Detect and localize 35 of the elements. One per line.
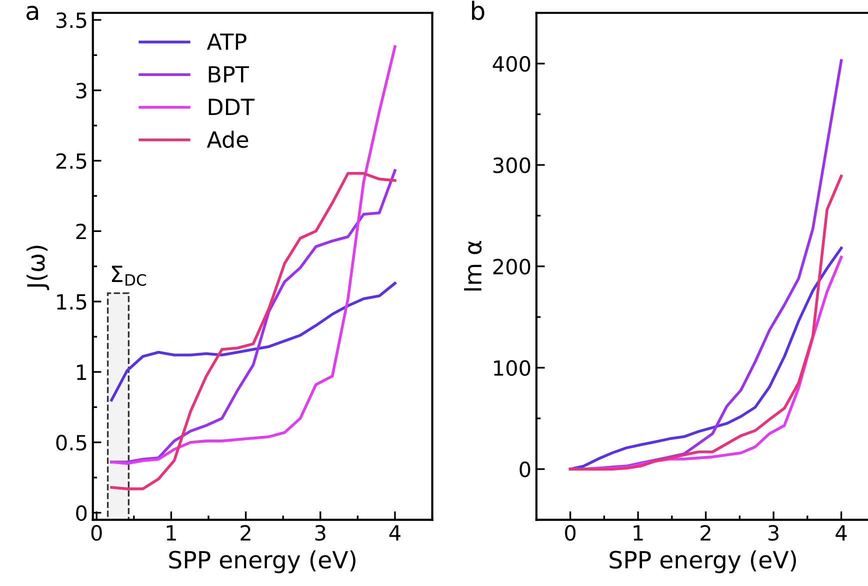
band-label: Σ$_{DC}$ [112, 266, 146, 286]
y-tick-label: 3.5 [56, 12, 86, 28]
x-tick-label: 1 [634, 525, 643, 540]
x-tick-label: 2 [240, 525, 250, 540]
legend-label: ATP [206, 34, 246, 50]
y-tick-label: 300 [493, 157, 530, 174]
x-tick-label: 4 [836, 525, 847, 540]
y-tick-label: 2 [76, 224, 86, 240]
y-axis-title: J(ω) [26, 246, 50, 290]
x-axis-title: SPP energy (eV) [169, 550, 356, 574]
y-tick-label: 0 [76, 505, 87, 521]
x-tick-label: 2 [700, 525, 710, 540]
y-tick-label: 100 [494, 360, 530, 376]
y-tick-label: 1 [77, 364, 86, 380]
x-tick-label: 1 [166, 525, 176, 540]
legend-label: Ade [206, 130, 248, 148]
y-tick-label: 1.5 [57, 294, 86, 310]
x-tick-label: 3 [768, 525, 778, 541]
y-tick-label: 0 [520, 462, 530, 478]
line-series [568, 174, 843, 470]
y-tick-label: 200 [493, 258, 530, 275]
legend-label: BPT [208, 66, 249, 82]
y-tick-label: 400 [492, 56, 530, 72]
x-tick-label: 4 [389, 525, 400, 540]
y-tick-label: 3 [76, 82, 86, 99]
y-tick-label: 0.5 [56, 434, 86, 451]
x-tick-label: 3 [315, 525, 326, 541]
y-axis-title: Im α [464, 240, 482, 291]
y-tick-label: 2.5 [56, 153, 86, 169]
chart-title: a [26, 6, 38, 20]
x-tick-label: 0 [565, 525, 576, 541]
legend-label: DDT [208, 98, 255, 116]
x-axis-title: SPP energy (eV) [610, 550, 796, 574]
chart-title: b [472, 0, 484, 20]
x-tick-label: 0 [91, 525, 102, 541]
